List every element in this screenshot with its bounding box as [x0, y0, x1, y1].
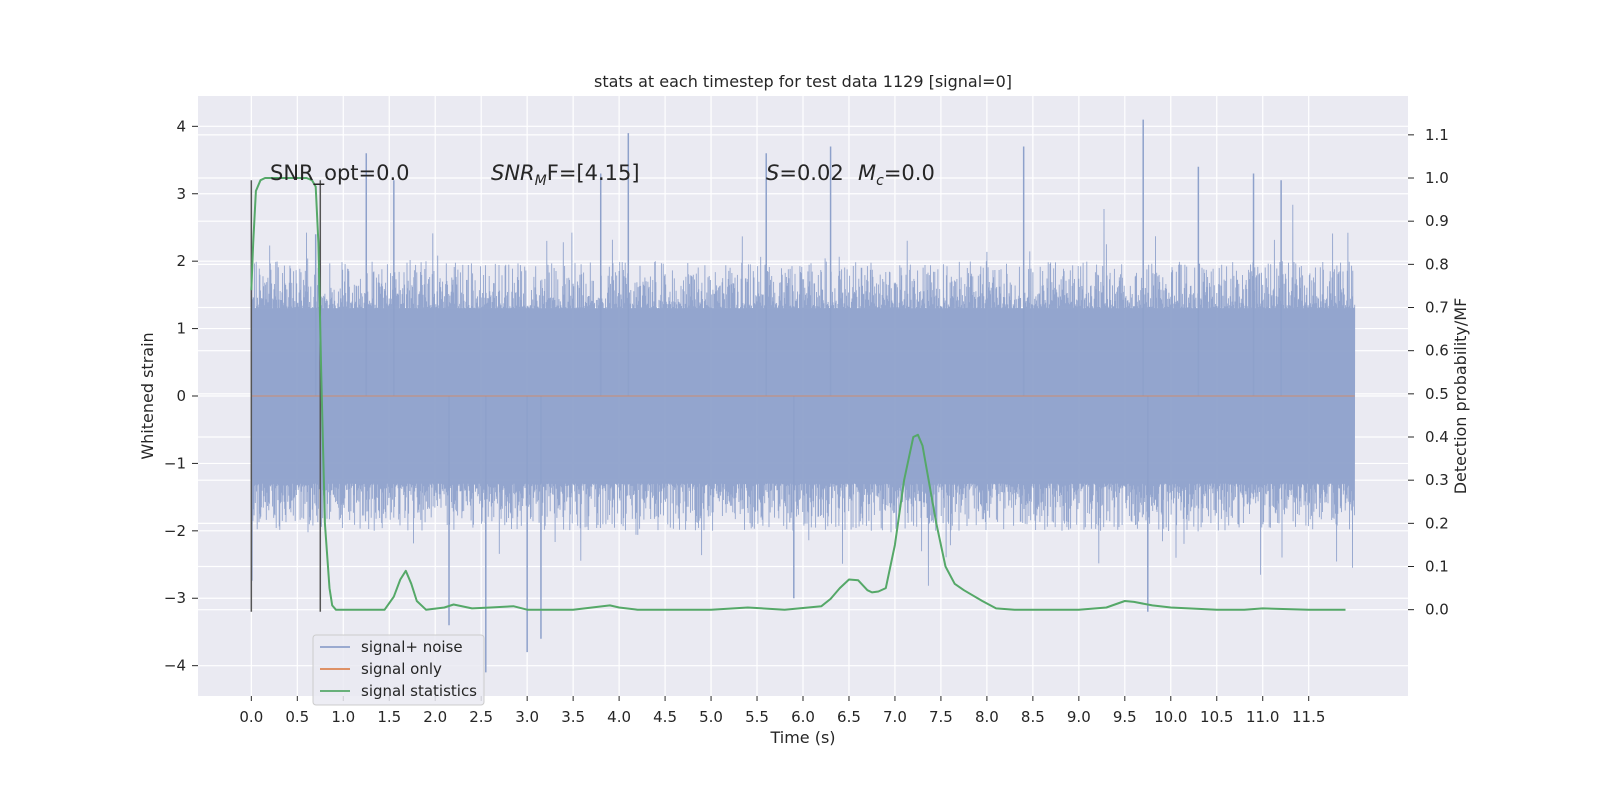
y-left-tick-label: −2 — [164, 522, 186, 540]
statistics-line — [250, 177, 1346, 611]
x-tick-label: 4.5 — [653, 708, 677, 726]
annotation-snr-opt: SNR_opt=0.0 — [270, 161, 410, 186]
x-tick-label: 8.5 — [1021, 708, 1045, 726]
y-left-tick-label: −1 — [164, 454, 186, 472]
y-right-tick-label: 0.9 — [1425, 212, 1449, 230]
annotation-s-value: =0.02 — [779, 161, 843, 185]
x-tick-label: 11.5 — [1292, 708, 1325, 726]
annotation-snr-mf-main: SNR — [491, 161, 535, 185]
x-tick-label: 6.5 — [837, 708, 861, 726]
x-tick-label: 7.5 — [929, 708, 953, 726]
y-left-tick-label: −3 — [164, 589, 186, 607]
annotation-mc-value: =0.0 — [884, 161, 935, 185]
y-right-tick-label: 0.4 — [1425, 428, 1449, 446]
y-right-tick-label: 0.3 — [1425, 471, 1449, 489]
x-tick-label: 6.0 — [791, 708, 815, 726]
legend-entry-statistics: signal statistics — [361, 682, 477, 700]
y-right-tick-label: 1.0 — [1425, 169, 1449, 187]
y-right-tick-label: 0.6 — [1425, 342, 1449, 360]
noise-trace — [250, 204, 1356, 586]
y-axis-left-ticks: 4 3 2 1 0 −1 −2 −3 −4 — [164, 117, 198, 675]
annotation-s-label: S — [766, 161, 779, 185]
annotation-mc: Mc=0.0 — [858, 161, 935, 189]
y-right-tick-label: 0.1 — [1425, 558, 1449, 576]
annotation-s: S=0.02 — [766, 161, 844, 185]
y-axis-label-right: Detection probability/MF — [1451, 298, 1470, 495]
x-axis-ticks: 0.0 0.5 1.0 1.5 2.0 2.5 3.0 3.5 4.0 4.5 5.0 5.5 6.0 6… — [239, 696, 1325, 726]
x-tick-label: 1.5 — [377, 708, 401, 726]
y-right-tick-label: 0.8 — [1425, 255, 1449, 273]
y-axis-label-left: Whitened strain — [138, 332, 157, 459]
y-left-tick-label: 1 — [176, 320, 186, 338]
y-right-tick-label: 0.2 — [1425, 514, 1449, 532]
y-right-tick-label: 0.0 — [1425, 601, 1449, 619]
y-right-tick-label: 0.5 — [1425, 385, 1449, 403]
x-tick-label: 11.0 — [1246, 708, 1279, 726]
x-tick-label: 3.0 — [515, 708, 539, 726]
x-tick-label: 9.0 — [1067, 708, 1091, 726]
vertical-markers — [250, 180, 322, 612]
statistics-series — [250, 177, 1346, 611]
legend-entry-signal-only: signal only — [361, 660, 442, 678]
x-tick-label: 3.5 — [561, 708, 585, 726]
y-right-tick-label: 0.7 — [1425, 299, 1449, 317]
x-axis-label: Time (s) — [769, 728, 835, 747]
y-left-tick-label: 2 — [176, 252, 186, 270]
y-left-tick-label: 0 — [176, 387, 186, 405]
legend-entry-noise: signal+ noise — [361, 638, 463, 656]
x-tick-label: 2.0 — [423, 708, 447, 726]
x-tick-label: 7.0 — [883, 708, 907, 726]
x-tick-label: 5.5 — [745, 708, 769, 726]
x-tick-label: 8.0 — [975, 708, 999, 726]
x-tick-label: 4.0 — [607, 708, 631, 726]
annotation-snr-mf-sub: M — [535, 173, 547, 189]
chart-title: stats at each timestep for test data 112… — [594, 72, 1012, 91]
x-tick-label: 0.0 — [239, 708, 263, 726]
legend: signal+ noise signal only signal statist… — [312, 634, 485, 706]
x-tick-label: 9.5 — [1113, 708, 1137, 726]
y-right-tick-label: 1.1 — [1425, 126, 1449, 144]
annotation-snr-mf-rest: F=[4.15] — [547, 161, 640, 185]
y-left-tick-label: 3 — [176, 185, 186, 203]
annotation-snr-mf: SNRMF=[4.15] — [491, 161, 640, 189]
x-tick-label: 2.5 — [469, 708, 493, 726]
y-axis-right-ticks: 1.1 1.0 0.9 0.8 0.7 0.6 0.5 0.4 0.3 0.2 0.1 0.0 — [1408, 126, 1449, 619]
noise-series — [250, 119, 1356, 673]
legend-box — [312, 634, 485, 706]
x-tick-label: 10.0 — [1154, 708, 1187, 726]
x-tick-label: 10.5 — [1200, 708, 1233, 726]
y-left-tick-label: −4 — [164, 657, 186, 675]
x-tick-label: 0.5 — [285, 708, 309, 726]
annotation-mc-sub: c — [876, 173, 884, 189]
x-tick-label: 5.0 — [699, 708, 723, 726]
y-left-tick-label: 4 — [176, 117, 186, 135]
x-tick-label: 1.0 — [331, 708, 355, 726]
annotation-mc-label: M — [858, 161, 876, 185]
